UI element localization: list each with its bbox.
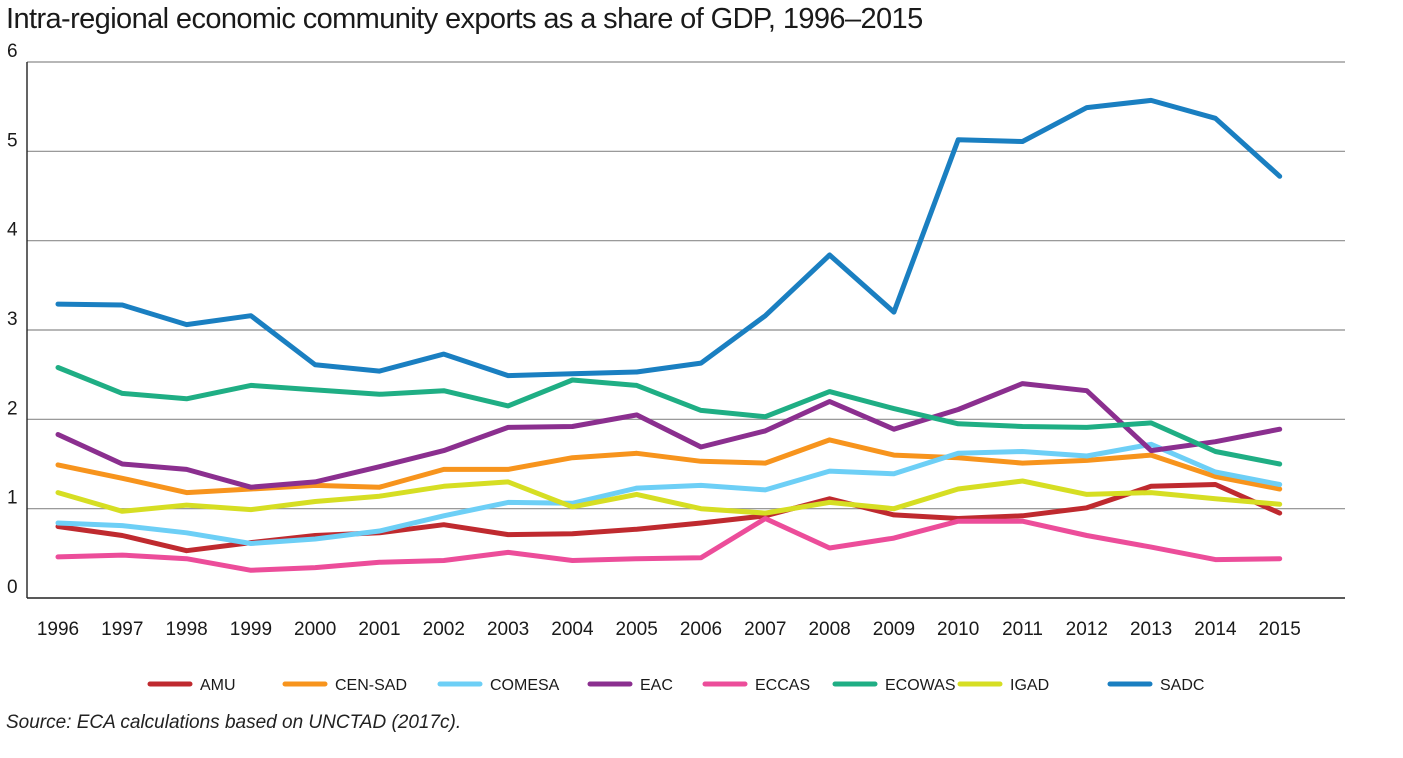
x-tick-label: 1998 (165, 619, 207, 640)
x-tick-label: 2009 (873, 619, 915, 640)
legend-label: AMU (200, 677, 236, 694)
x-tick-label: 2005 (616, 619, 658, 640)
x-tick-label: 2015 (1259, 619, 1301, 640)
x-tick-label: 2001 (358, 619, 400, 640)
x-tick-label: 2003 (487, 619, 529, 640)
y-tick-label: 6 (7, 41, 18, 62)
legend-label: ECOWAS (885, 677, 956, 694)
series-line-eccas (55, 516, 1283, 573)
series-line-comesa (55, 441, 1283, 546)
x-tick-label: 2000 (294, 619, 336, 640)
x-tick-label: 2013 (1130, 619, 1172, 640)
source-note: Source: ECA calculations based on UNCTAD… (6, 712, 462, 733)
y-tick-label: 3 (7, 309, 18, 330)
legend-item-igad: IGAD (957, 677, 1049, 694)
y-tick-label: 4 (7, 220, 18, 241)
legend-item-eac: EAC (587, 677, 673, 694)
legend-item-sadc: SADC (1107, 677, 1204, 694)
y-tick-labels: 0 1 2 3 4 5 6 (7, 41, 18, 598)
x-tick-label: 1996 (37, 619, 79, 640)
x-tick-label: 2011 (1002, 619, 1043, 640)
x-tick-label: 1997 (101, 619, 143, 640)
legend-item-cen-sad: CEN-SAD (282, 677, 407, 694)
series-line-ecowas (55, 365, 1283, 467)
x-tick-labels: 1996 1997 1998 1999 2000 2001 2002 2003 2004 2005… (37, 619, 1301, 640)
x-tick-label: 2010 (937, 619, 979, 640)
x-tick-label: 2002 (423, 619, 465, 640)
legend-label: CEN-SAD (335, 677, 407, 694)
legend-item-eccas: ECCAS (702, 677, 810, 694)
legend-label: COMESA (490, 677, 560, 694)
y-tick-label: 5 (7, 130, 18, 151)
legend-item-comesa: COMESA (437, 677, 560, 694)
series-line-eac (55, 381, 1283, 490)
legend-label: IGAD (1010, 677, 1049, 694)
y-tick-label: 2 (7, 398, 18, 419)
legend: AMU CEN-SAD COMESA EAC ECCAS ECOWAS IGAD SADC (147, 677, 1204, 694)
legend-label: ECCAS (755, 677, 810, 694)
x-tick-label: 2007 (744, 619, 786, 640)
legend-label: SADC (1160, 677, 1204, 694)
series-line-sadc (55, 97, 1283, 379)
y-tick-label: 1 (7, 488, 18, 509)
x-tick-label: 2012 (1066, 619, 1108, 640)
series-lines (55, 97, 1283, 573)
axes (26, 62, 1345, 599)
legend-item-amu: AMU (147, 677, 236, 694)
x-tick-label: 2006 (680, 619, 722, 640)
series-line-igad (55, 478, 1283, 516)
chart-title: Intra-regional economic community export… (6, 3, 923, 35)
y-tick-label: 0 (7, 577, 18, 598)
x-tick-label: 1999 (230, 619, 272, 640)
legend-label: EAC (640, 677, 673, 694)
x-tick-label: 2014 (1194, 619, 1237, 640)
legend-item-ecowas: ECOWAS (832, 677, 956, 694)
x-tick-label: 2008 (808, 619, 850, 640)
x-tick-label: 2004 (551, 619, 594, 640)
